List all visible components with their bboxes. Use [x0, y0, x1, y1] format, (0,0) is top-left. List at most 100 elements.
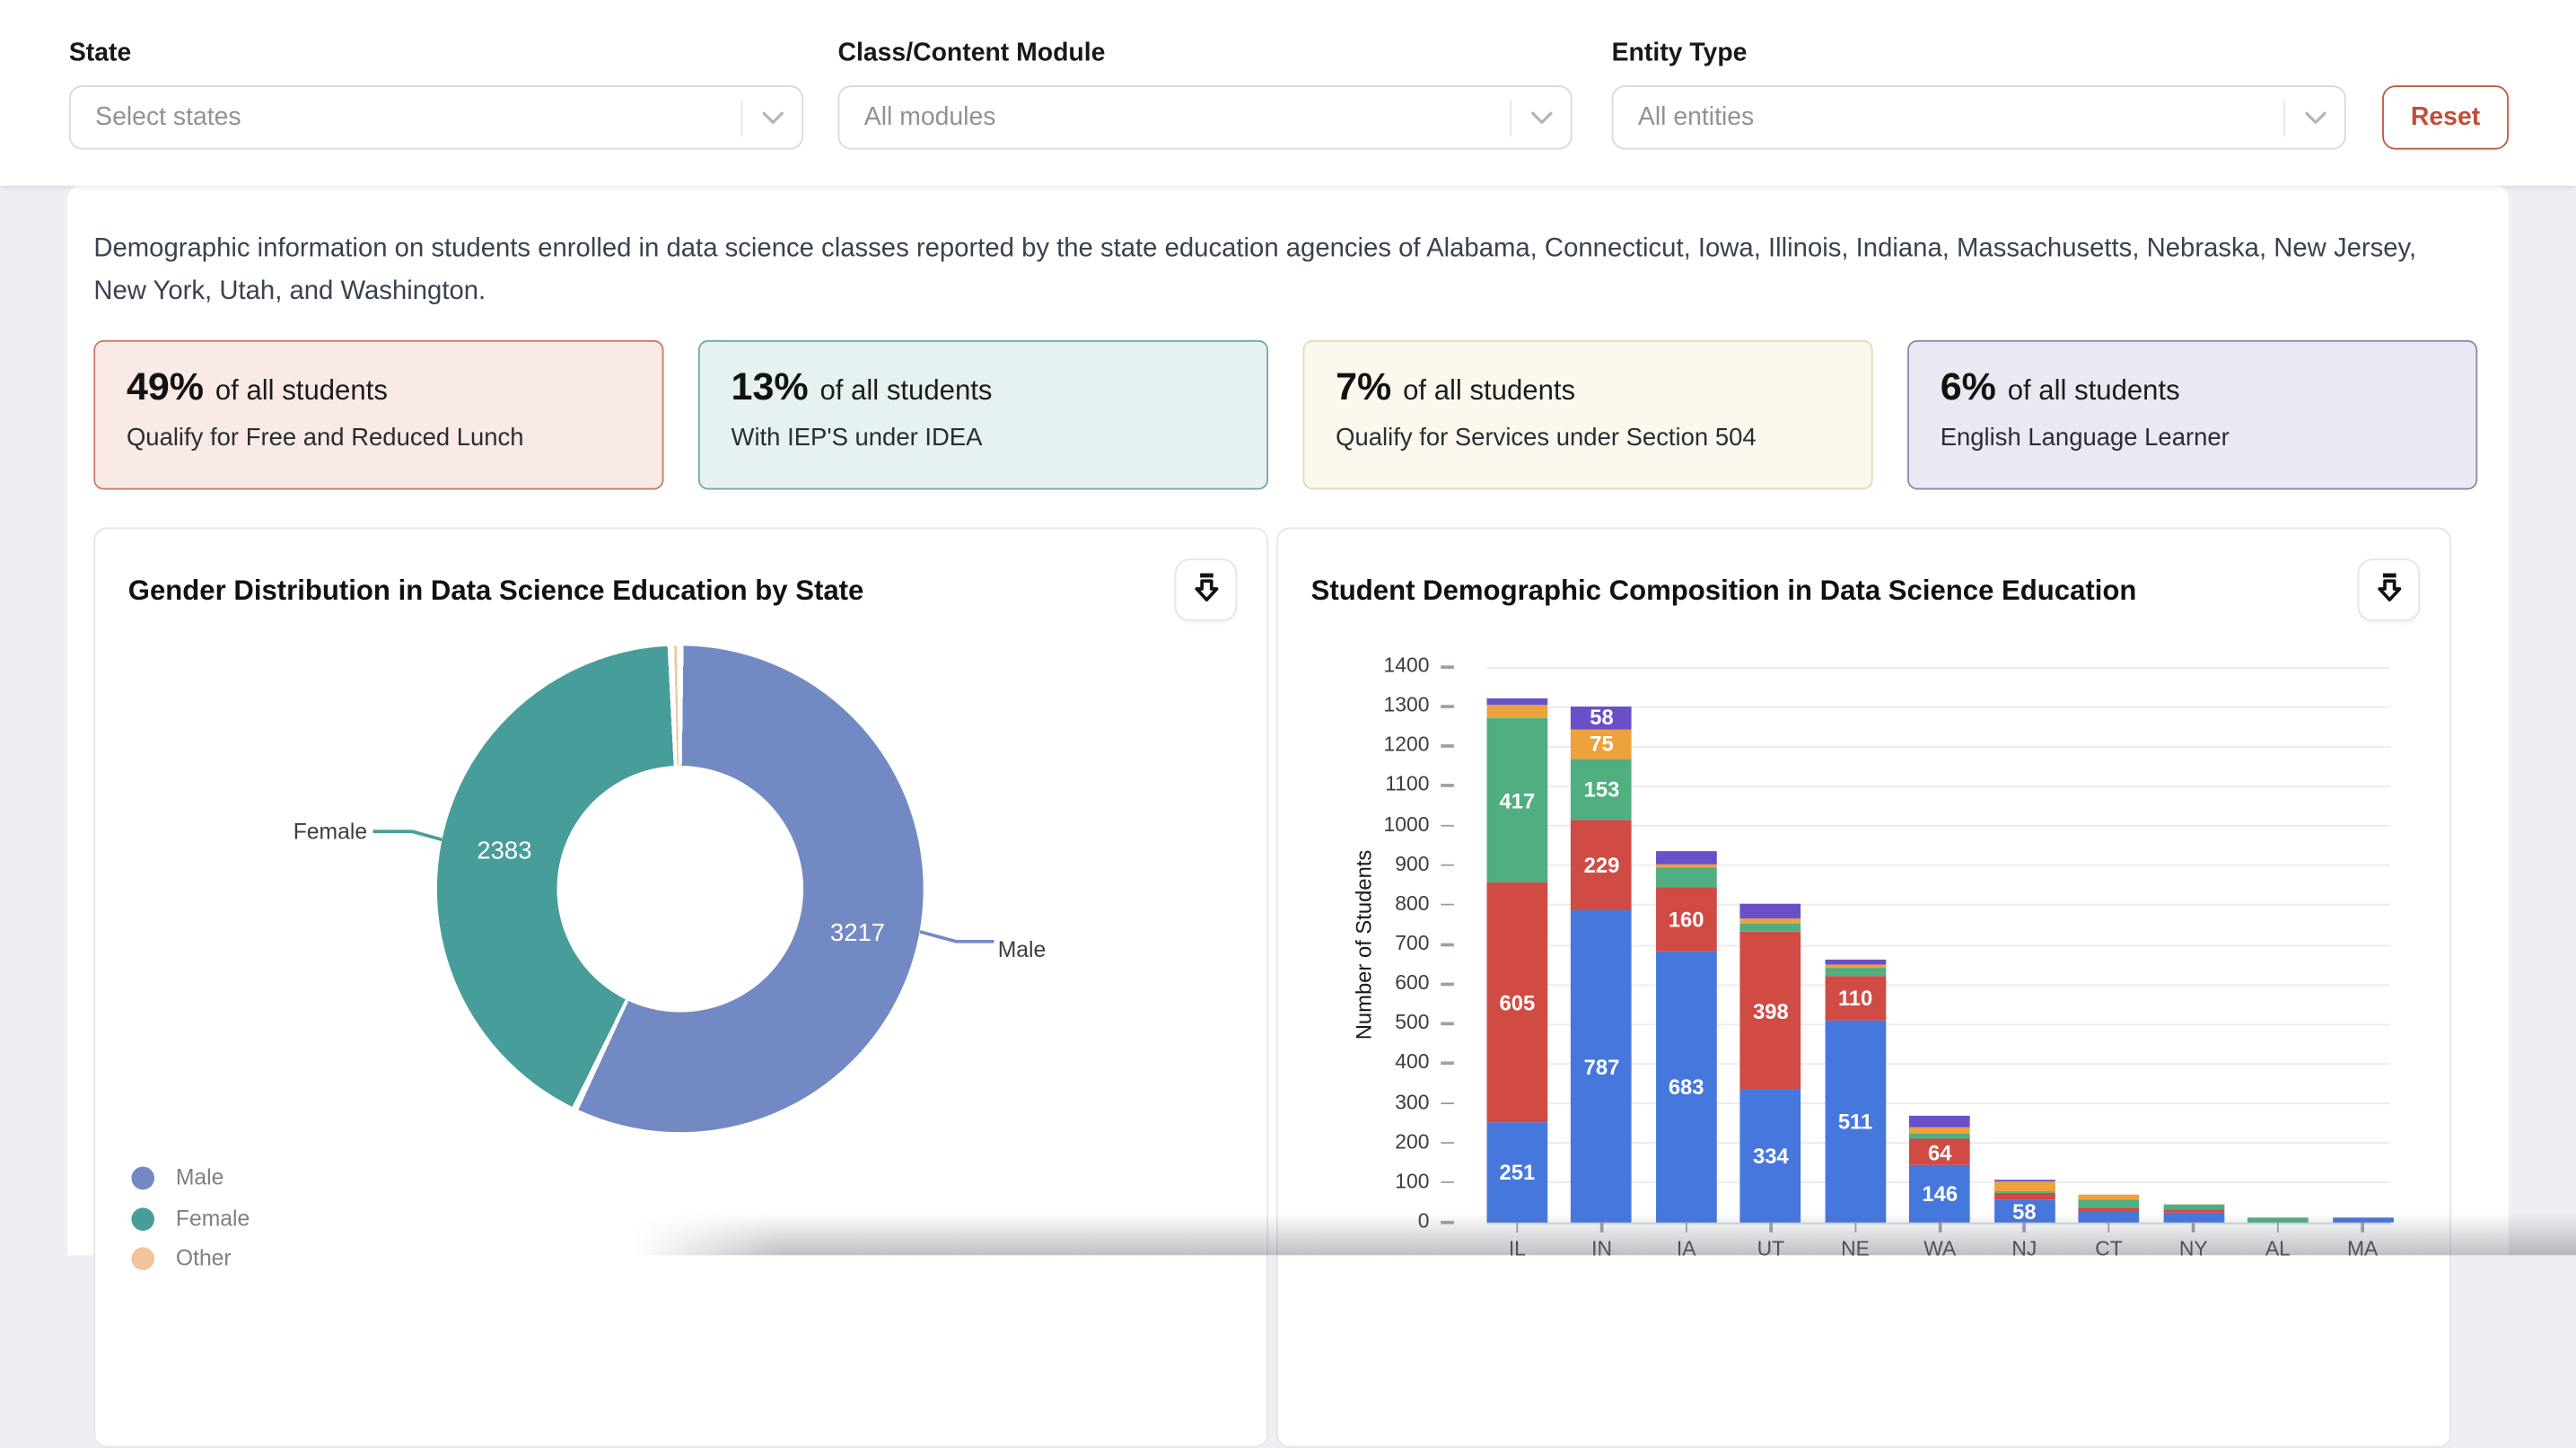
entity-select[interactable]: All entities [1611, 85, 2346, 150]
stat-caption: With IEP'S under IDEA [731, 424, 983, 452]
module-select[interactable]: All modules [837, 85, 1573, 150]
chevron-down-icon[interactable] [2285, 110, 2344, 125]
chevron-down-icon[interactable] [1511, 110, 1571, 125]
legend-dot [131, 1246, 155, 1269]
chart-title: Student Demographic Composition in Data … [1310, 575, 2137, 607]
bar-segment-purple: 58 [1571, 705, 1633, 731]
x-tick-mark [2107, 1222, 2110, 1233]
gridline [1486, 1063, 2391, 1065]
legend-item-female[interactable]: Female [131, 1207, 250, 1231]
bar-segment-purple [1825, 959, 1886, 965]
x-tick-mark [2192, 1222, 2195, 1233]
download-chart-button[interactable] [2357, 558, 2421, 621]
bar-IA: 683 160 [1655, 851, 1717, 1223]
bar-segment-red: 398 [1740, 932, 1801, 1091]
stat-caption: Qualify for Services under Section 504 [1336, 424, 1757, 452]
bar-NE: 511 110 [1825, 959, 1886, 1223]
y-tick-mark [1441, 1141, 1454, 1145]
state-select[interactable]: Select states [68, 85, 804, 150]
entity-filter-label: Entity Type [1611, 39, 1748, 68]
donut-value-female: 2383 [477, 837, 532, 865]
bar-segment-green [1655, 868, 1717, 889]
bar-segment-red: 160 [1655, 888, 1717, 952]
legend-item-other[interactable]: Other [131, 1245, 232, 1270]
bar-segment-red: 605 [1486, 882, 1548, 1123]
chevron-down-icon[interactable] [742, 110, 802, 125]
stat-card-iep-idea: 13% of all students With IEP'S under IDE… [697, 339, 1269, 490]
module-filter-label: Class/Content Module [837, 39, 1106, 68]
bar-value-label: 334 [1753, 1144, 1789, 1169]
state-select-placeholder: Select states [95, 102, 241, 131]
reset-button[interactable]: Reset [2382, 85, 2510, 150]
select-divider [2283, 99, 2286, 136]
bar-AL [2247, 1216, 2309, 1223]
bar-segment-green [1909, 1133, 1971, 1140]
bar-value-label: 251 [1499, 1160, 1536, 1186]
bar-segment-purple [1909, 1115, 1971, 1128]
bar-segment-green [2162, 1205, 2224, 1210]
bar-segment-green: 153 [1571, 759, 1633, 820]
y-tick-mark [1441, 705, 1454, 708]
y-tick-label: 1400 [1383, 654, 1430, 678]
y-tick-label: 1200 [1383, 733, 1430, 757]
y-tick-mark [1441, 744, 1454, 748]
y-tick-mark [1441, 903, 1454, 907]
x-tick-label: MA [2346, 1237, 2379, 1260]
bar-segment-orange [1993, 1181, 2055, 1192]
bar-value-label: 58 [1590, 705, 1614, 731]
x-tick-label: AL [2265, 1237, 2291, 1260]
bar-segment-red [2078, 1207, 2140, 1212]
y-tick-mark [1441, 982, 1454, 986]
bar-segment-green: 417 [1486, 717, 1548, 883]
x-tick-mark [1853, 1222, 1857, 1233]
x-tick-mark [2361, 1222, 2364, 1233]
download-chart-button[interactable] [1174, 558, 1238, 621]
x-tick-label: IA [1676, 1237, 1696, 1260]
bar-value-label: 64 [1928, 1139, 1952, 1164]
x-tick-mark [1600, 1222, 1603, 1233]
gridline [1486, 864, 2391, 866]
bar-value-label: 787 [1583, 1054, 1620, 1079]
gridline [1486, 1102, 2391, 1105]
demographic-composition-card: Student Demographic Composition in Data … [1276, 527, 2451, 1448]
stat-suffix: of all students [1403, 374, 1576, 407]
stacked-bar-plot: 251 605 417 787 229 153 75 58 683 160 334 398 511 110… [1486, 666, 2393, 1224]
bar-segment-red [1993, 1192, 2055, 1200]
bar-segment-blue [2332, 1217, 2393, 1223]
legend-dot [131, 1207, 155, 1231]
stat-suffix: of all students [2007, 374, 2180, 407]
stat-value: 49% [126, 364, 205, 408]
donut-label-female: Female [293, 819, 368, 844]
bar-segment-green [2078, 1198, 2140, 1208]
bar-segment-green [2247, 1216, 2309, 1223]
module-select-placeholder: All modules [863, 102, 996, 131]
gridline [1486, 943, 2391, 946]
bar-value-label: 229 [1583, 852, 1620, 878]
legend-item-male[interactable]: Male [131, 1165, 223, 1189]
y-tick-label: 400 [1395, 1050, 1430, 1075]
bar-CT [2078, 1194, 2140, 1223]
stat-value: 13% [731, 364, 809, 408]
bar-segment-blue: 787 [1571, 910, 1633, 1223]
bar-value-label: 417 [1499, 787, 1536, 813]
bar-segment-orange [1909, 1127, 1971, 1134]
x-tick-label: NE [1841, 1237, 1870, 1260]
bar-value-label: 511 [1837, 1109, 1873, 1134]
stat-card-free-reduced-lunch: 49% of all students Qualify for Free and… [93, 339, 664, 490]
y-tick-label: 200 [1395, 1129, 1430, 1154]
bar-segment-green [1740, 923, 1801, 933]
donut-value-male: 3217 [829, 919, 886, 948]
bar-MA [2332, 1217, 2393, 1223]
y-tick-label: 100 [1395, 1169, 1430, 1193]
x-tick-label: IN [1591, 1237, 1612, 1260]
bar-value-label: 398 [1753, 998, 1789, 1024]
y-tick-label: 800 [1395, 891, 1430, 916]
gender-donut-chart [436, 645, 924, 1133]
y-tick-mark [1441, 824, 1454, 827]
dashboard-description: Demographic information on students enro… [93, 234, 2417, 305]
bar-segment-purple [1740, 904, 1801, 918]
x-tick-label: NJ [2011, 1237, 2037, 1260]
bar-segment-orange [1740, 917, 1801, 924]
bar-segment-orange [1655, 863, 1717, 869]
